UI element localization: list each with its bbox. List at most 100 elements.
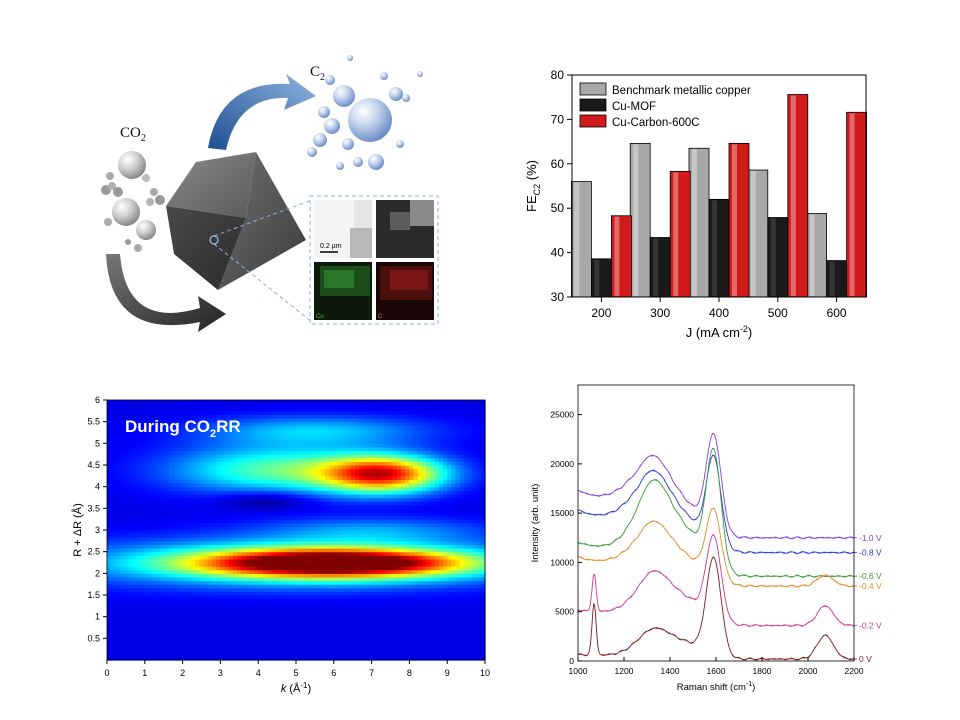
heatmap-cell [128, 428, 133, 434]
heatmap-cell [199, 555, 205, 560]
heatmap-cell [140, 551, 146, 556]
heatmap-cell [186, 595, 192, 600]
heatmap-cell [178, 511, 184, 517]
heatmap-cell [296, 609, 301, 614]
heatmap-cell [107, 645, 112, 650]
heatmap-cell [123, 465, 129, 470]
heatmap-cell [191, 508, 196, 513]
heatmap-cell [258, 508, 263, 513]
heatmap-cell [170, 439, 175, 444]
heatmap-cell [342, 649, 347, 654]
heatmap-cell [224, 425, 230, 430]
heatmap-cell [371, 443, 377, 448]
heatmap-cell [254, 410, 259, 416]
heatmap-cell [165, 446, 171, 452]
heatmap-cell [136, 656, 142, 661]
heatmap-cell [115, 479, 121, 484]
heatmap-cell [350, 602, 356, 607]
heatmap-cell [237, 540, 242, 546]
heatmap-cell [367, 591, 373, 596]
heatmap-cell [115, 468, 121, 473]
heatmap-cell [157, 530, 163, 535]
heatmap-cell [325, 591, 331, 596]
heatmap-cell [174, 533, 179, 538]
heatmap-cell [338, 584, 343, 589]
heatmap-cell [191, 468, 196, 473]
heatmap-cell [212, 634, 217, 639]
heatmap-cell [132, 580, 137, 585]
heatmap-cell [333, 537, 339, 542]
heatmap-cell [199, 652, 205, 657]
heatmap-cell [380, 479, 385, 484]
heatmap-cell [317, 425, 322, 430]
heatmap-cell [367, 468, 373, 473]
heatmap-cell [312, 490, 318, 495]
heatmap-cell [191, 613, 196, 618]
heatmap-cell [388, 638, 394, 643]
heatmap-cell [312, 548, 318, 553]
heatmap-cell [140, 439, 146, 444]
heatmap-cell [165, 454, 171, 459]
heatmap-cell [115, 580, 121, 585]
heatmap-cell [220, 511, 226, 517]
heatmap-cell [258, 562, 263, 567]
heatmap-cell [107, 573, 112, 578]
heatmap-cell [262, 627, 268, 632]
heatmap-cell [384, 515, 389, 520]
heatmap-cell [367, 490, 373, 495]
heatmap-cell [388, 472, 394, 477]
heatmap-cell [367, 472, 373, 477]
heatmap-cell [249, 558, 255, 564]
heatmap-cell [195, 439, 200, 444]
heatmap-cell [178, 598, 184, 603]
heatmap-cell [325, 627, 331, 632]
heatmap-cell [224, 555, 230, 560]
heatmap-cell [308, 475, 314, 481]
heatmap-cell [241, 493, 247, 499]
heatmap-cell [262, 638, 268, 643]
heatmap-cell [304, 446, 310, 452]
heatmap-cell [363, 403, 368, 408]
heatmap-cell [220, 490, 226, 495]
heatmap-cell [216, 587, 221, 592]
heatmap-cell [384, 479, 389, 484]
heatmap-cell [174, 631, 179, 636]
heatmap-cell [212, 486, 217, 491]
heatmap-cell [149, 400, 154, 405]
heatmap-cell [287, 468, 293, 473]
heatmap-cell [128, 432, 133, 437]
heatmap-cell [199, 562, 205, 567]
heatmap-cell [119, 634, 125, 639]
heatmap-cell [338, 652, 343, 657]
heatmap-cell [304, 410, 310, 416]
heatmap-cell [128, 472, 133, 477]
heatmap-cell [216, 421, 221, 426]
heatmap-cell [249, 602, 255, 607]
heatmap-cell [371, 540, 377, 546]
heatmap-cell [182, 493, 188, 499]
heatmap-cell [367, 493, 373, 499]
heatmap-cell [186, 414, 192, 419]
heatmap-cell [153, 428, 158, 434]
heatmap-cell [128, 465, 133, 470]
heatmap-cell [149, 450, 154, 455]
heatmap-cell [308, 562, 314, 567]
heatmap-cell [174, 558, 179, 564]
heatmap-cell [384, 472, 389, 477]
heatmap-cell [258, 641, 263, 647]
heatmap-cell [237, 555, 242, 560]
heatmap-cell [291, 591, 297, 596]
heatmap-cell [375, 573, 381, 578]
heatmap-cell [165, 638, 171, 643]
heatmap-cell [128, 530, 133, 535]
heatmap-cell [317, 522, 322, 527]
heatmap-cell [241, 580, 247, 585]
heatmap-cell [283, 613, 289, 618]
heatmap-cell [128, 403, 133, 408]
heatmap-cell [186, 616, 192, 621]
heatmap-cell [346, 504, 352, 509]
heatmap-cell [119, 569, 125, 574]
heatmap-cell [312, 638, 318, 643]
heatmap-cell [329, 493, 335, 499]
heatmap-cell [333, 587, 339, 592]
